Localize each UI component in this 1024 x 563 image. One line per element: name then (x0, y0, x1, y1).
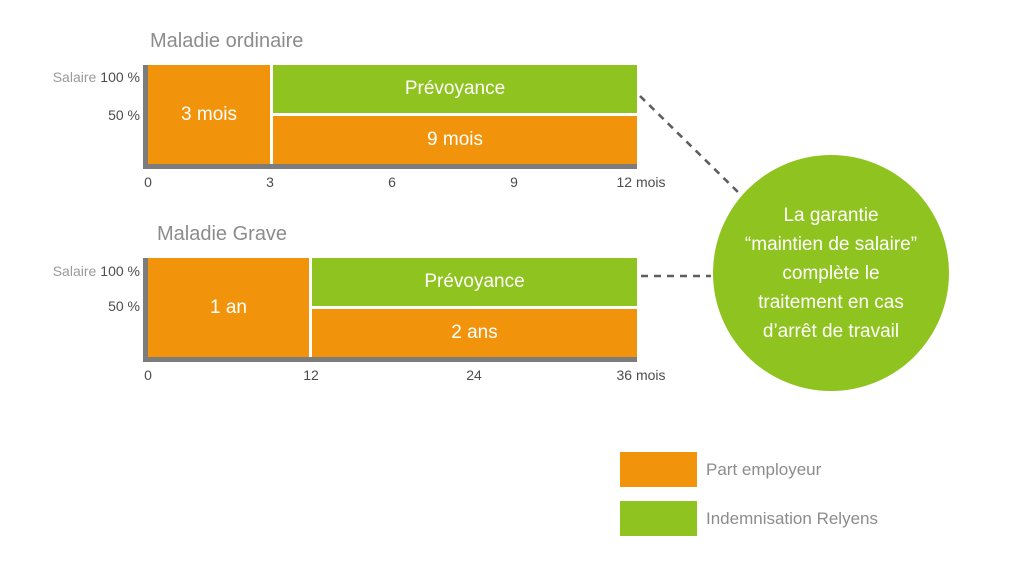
chart1-bar-employer-extension: 9 mois (273, 116, 637, 164)
chart2-x-tick-36-mois: 36 mois (616, 367, 666, 383)
chart1-x-tick-6: 6 (388, 174, 396, 190)
legend-item-indemnisation-relyens: Indemnisation Relyens (620, 501, 878, 536)
chart2-y-axis-line (143, 258, 148, 362)
chart1-y-tick-100: 100 % (100, 69, 140, 85)
chart2-x-tick-24: 24 (466, 367, 482, 383)
callout-line-5: d’arrêt de travail (762, 320, 900, 342)
chart2-y-label-50: 50 % (32, 298, 140, 314)
chart1-x-tick-9: 9 (510, 174, 518, 190)
legend-swatch-orange (620, 452, 697, 487)
legend-label-indemnisation-relyens: Indemnisation Relyens (706, 508, 878, 528)
chart1-y-label-100: Salaire 100 % (32, 69, 140, 85)
callout-line-3: complète le (782, 262, 880, 284)
chart2-x-tick-0: 0 (144, 367, 152, 383)
legend-label-part-employeur: Part employeur (706, 459, 822, 479)
chart2-x-tick-12: 12 (303, 367, 319, 383)
chart1-y-axis-line (143, 65, 148, 169)
legend-item-part-employeur: Part employeur (620, 452, 821, 487)
chart1-bar-employer-initial: 3 mois (148, 65, 270, 164)
chart1-x-axis-line (143, 164, 637, 169)
chart2-bar-prevoyance: Prévoyance (312, 258, 637, 306)
chart2-bar-employer-initial: 1 an (148, 258, 309, 357)
chart1-title: Maladie ordinaire (150, 30, 304, 52)
chart2-bar-employer-extension: 2 ans (312, 309, 637, 357)
callout-line-2: “maintien de salaire” (744, 233, 918, 255)
chart1-x-tick-0: 0 (144, 174, 152, 190)
chart2-x-axis-line (143, 357, 637, 362)
chart2-bar-prevoyance-label: Prévoyance (424, 271, 525, 292)
chart1-bar-prevoyance-label: Prévoyance (404, 78, 506, 99)
chart1-y-label-salaire: Salaire (52, 69, 97, 85)
chart2-y-label-salaire: Salaire (52, 263, 97, 279)
chart2-plot-area: 1 an Prévoyance 2 ans (143, 258, 637, 362)
chart1-y-tick-50: 50 % (108, 107, 140, 123)
callout-line-4: traitement en cas (758, 291, 904, 313)
chart2-y-tick-100: 100 % (100, 263, 140, 279)
chart1-x-tick-12-mois: 12 mois (616, 174, 666, 190)
chart1-bar-employer-extension-label: 9 mois (427, 129, 483, 150)
chart2-y-label-100: Salaire 100 % (32, 263, 140, 279)
chart1-x-tick-3: 3 (266, 174, 274, 190)
chart1-bar-prevoyance: Prévoyance (273, 65, 637, 113)
callout-circle: La garantie “maintien de salaire” complè… (713, 155, 949, 391)
chart1-bar-employer-initial-label: 3 mois (181, 103, 237, 125)
chart2-bar-employer-extension-label: 2 ans (451, 322, 498, 343)
callout-line-1: La garantie (783, 204, 879, 226)
chart1-plot-area: 3 mois Prévoyance 9 mois (143, 65, 637, 169)
chart1-y-label-50: 50 % (32, 107, 140, 123)
chart2-bar-employer-initial-label: 1 an (210, 296, 247, 318)
chart2-y-tick-50: 50 % (108, 298, 140, 314)
legend-swatch-green (620, 501, 697, 536)
chart2-title: Maladie Grave (157, 223, 288, 245)
